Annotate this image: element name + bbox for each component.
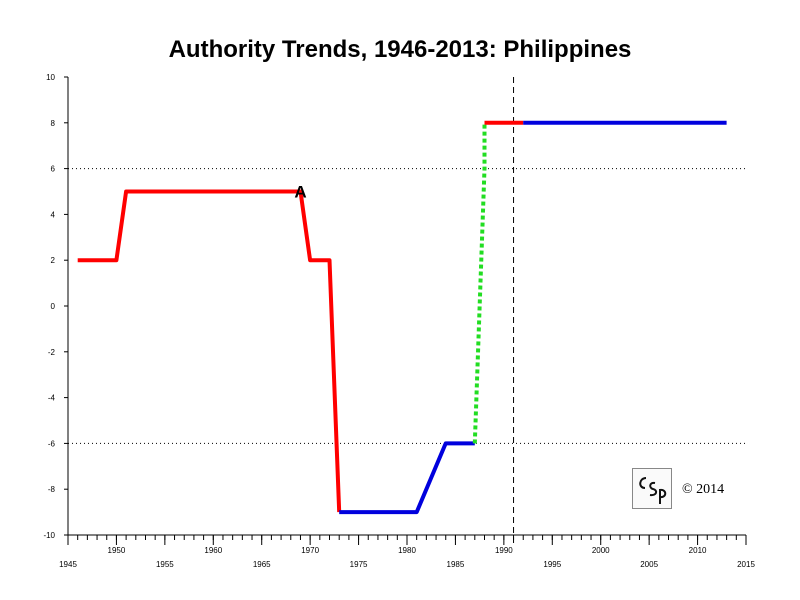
x-tick-label: 1965 [253,560,271,569]
y-tick-label: 0 [51,302,56,311]
x-tick-label: 1950 [108,546,126,555]
x-tick-label: 1970 [301,546,319,555]
series-line [77,189,342,513]
x-tick-label: 2015 [737,560,755,569]
reference-lines [68,77,746,547]
x-tick-label: 1955 [156,560,174,569]
x-tick-label: 1945 [59,560,77,569]
csp-logo [632,468,672,509]
x-tick-label: 1980 [398,546,416,555]
copyright-notice: © 2014 [682,482,725,497]
y-tick-label: 6 [51,165,56,174]
y-tick-label: 8 [51,119,56,128]
x-tick-label: 2005 [640,560,658,569]
x-tick-label: 1995 [543,560,561,569]
annotations: A [294,183,306,202]
x-tick-label: 2000 [592,546,610,555]
y-tick-label: -4 [48,394,56,403]
annotation-label: A [294,183,306,202]
x-tick-label: 1985 [447,560,465,569]
y-tick-label: -10 [43,531,55,540]
csp-logo-icon [639,477,667,504]
y-tick-label: -6 [48,439,56,448]
axes: 10 8 6 4 2 0 -2 -4 -6 -8 -10 1945 1950 1955 1960 1965 19… [43,73,755,569]
series-lines [77,120,727,515]
x-tick-label: 2010 [689,546,707,555]
y-tick-label: 10 [46,73,55,82]
y-tick-label: -2 [48,348,56,357]
chart-title: Authority Trends, 1946-2013: Philippines [168,36,632,63]
x-tick-label: 1975 [350,560,368,569]
series-line [339,441,475,515]
y-tick-label: 2 [51,256,56,265]
x-tick-label: 1990 [495,546,513,555]
y-tick-label: -8 [48,485,56,494]
series-line [472,122,487,444]
x-tick-label: 1960 [204,546,222,555]
y-tick-label: 4 [51,210,56,219]
